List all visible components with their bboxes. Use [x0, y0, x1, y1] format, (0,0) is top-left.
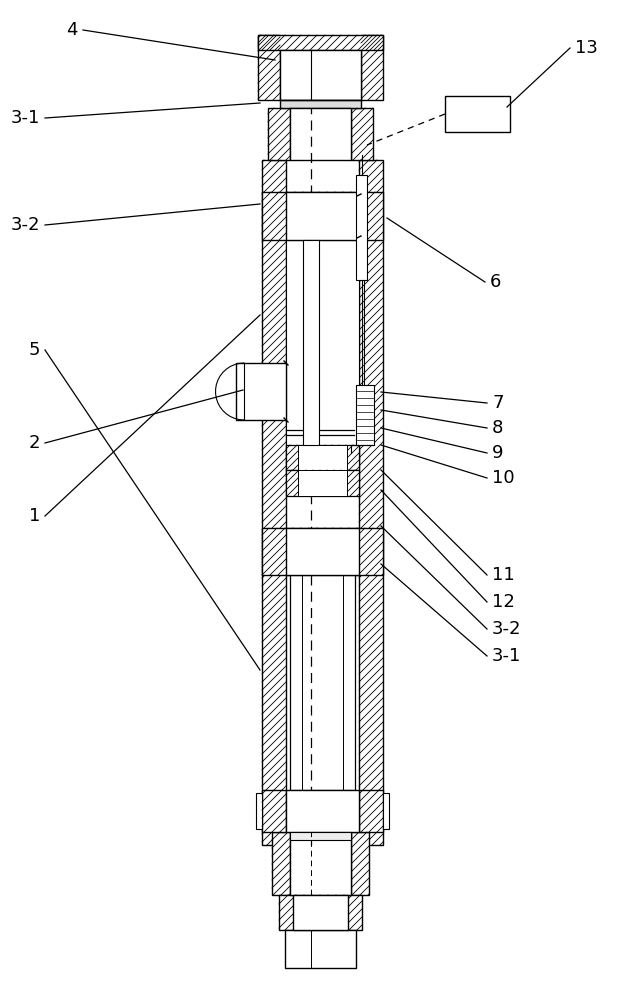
Bar — [290, 832, 351, 840]
Bar — [262, 528, 383, 575]
Text: 5: 5 — [29, 341, 40, 359]
Text: 3-2: 3-2 — [11, 216, 40, 234]
Text: 13: 13 — [575, 39, 598, 57]
Bar — [286, 445, 359, 470]
Bar — [262, 160, 286, 845]
Text: 11: 11 — [492, 566, 515, 584]
Bar — [356, 385, 374, 445]
Bar — [285, 930, 356, 968]
Bar — [298, 445, 347, 470]
Bar — [258, 35, 280, 100]
Bar — [361, 35, 383, 100]
Text: 3-2: 3-2 — [492, 620, 522, 638]
Bar — [351, 108, 373, 160]
Bar — [262, 192, 383, 240]
Bar — [256, 793, 262, 829]
Bar — [272, 832, 290, 895]
Bar — [359, 160, 383, 845]
Bar — [359, 790, 383, 832]
Bar — [383, 793, 389, 829]
Bar — [286, 528, 359, 575]
Bar — [286, 192, 359, 240]
Bar — [280, 50, 361, 100]
Bar — [280, 100, 361, 108]
Text: 2: 2 — [29, 434, 40, 452]
Bar — [286, 470, 359, 496]
Bar — [236, 363, 286, 420]
Bar — [279, 895, 362, 930]
Bar — [445, 96, 510, 132]
Bar — [293, 895, 348, 930]
Text: 12: 12 — [492, 593, 515, 611]
Text: 4: 4 — [66, 21, 78, 39]
Bar — [290, 108, 351, 160]
Bar — [290, 832, 351, 895]
Text: 1: 1 — [29, 507, 40, 525]
Text: 3-1: 3-1 — [492, 647, 522, 665]
Bar — [262, 790, 286, 832]
Bar — [356, 175, 367, 280]
Bar — [303, 240, 319, 445]
Text: 10: 10 — [492, 469, 515, 487]
Bar — [290, 575, 355, 790]
Bar — [286, 790, 359, 832]
Bar — [268, 108, 290, 160]
Bar — [286, 240, 359, 460]
Text: 7: 7 — [492, 394, 504, 412]
Text: 6: 6 — [490, 273, 501, 291]
Text: 8: 8 — [492, 419, 504, 437]
Bar — [298, 470, 347, 496]
Bar — [258, 35, 383, 50]
Text: 9: 9 — [492, 444, 504, 462]
Bar — [351, 832, 369, 895]
Text: 3-1: 3-1 — [11, 109, 40, 127]
